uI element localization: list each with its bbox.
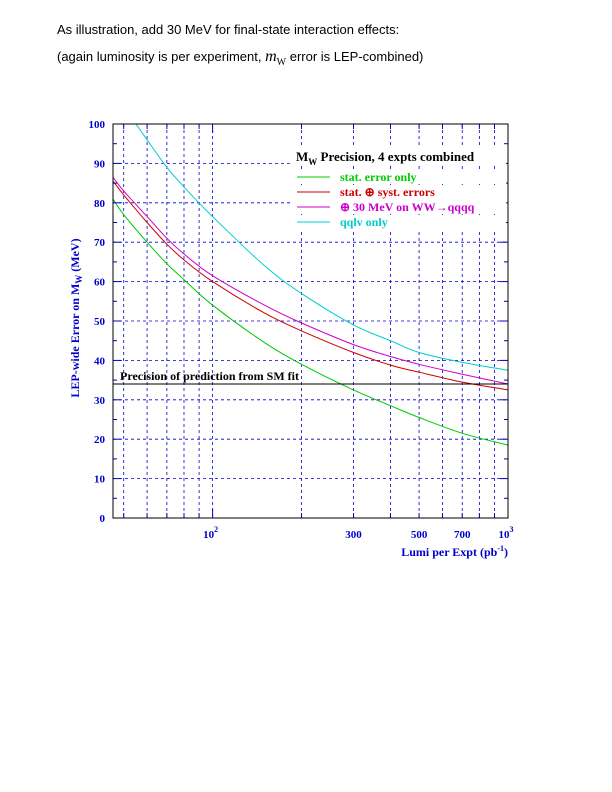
legend-label-1: stat. ⊕ syst. errors: [340, 185, 435, 199]
legend-bg-2: [292, 200, 506, 214]
y-tick-label: 50: [94, 316, 106, 328]
y-tick-label: 30: [94, 395, 106, 407]
legend-label-2: ⊕ 30 MeV on WW→qqqq: [340, 200, 475, 214]
caption-line-2-before: (again luminosity is per experiment,: [57, 49, 266, 64]
y-tick-label: 20: [94, 434, 106, 446]
legend-bg-0: [292, 170, 506, 184]
caption-line-2-after: error is LEP-combined): [286, 49, 424, 64]
y-tick-labels: 0 10 20 30 40 50 60 70 80 90 100: [89, 119, 106, 525]
series-line-2: [113, 176, 508, 385]
y-axis-label: LEP-wide Error on MW (MeV): [68, 238, 84, 397]
caption-line-1: As illustration, add 30 MeV for final-st…: [57, 22, 400, 37]
y-tick-label: 0: [100, 513, 106, 525]
y-tick-label: 100: [89, 119, 106, 131]
y-tick-label: 70: [94, 237, 106, 249]
legend-label-3: qqlv only: [340, 215, 388, 229]
legend-bg-1: [292, 185, 506, 199]
sm-prediction-label: Precision of prediction from SM fit: [120, 369, 299, 383]
x-tick-label: 300: [345, 529, 362, 541]
legend: MW Precision, 4 expts combined stat. err…: [292, 146, 506, 229]
plot-frame: [112, 123, 509, 519]
caption-line-2: (again luminosity is per experiment, mW …: [57, 48, 423, 68]
series-line-1: [113, 180, 508, 391]
legend-title-bg: [292, 146, 506, 166]
y-tick-label: 90: [94, 158, 106, 170]
x-axis-label: Lumi per Expt (pb-1): [401, 544, 508, 559]
series-line-0: [113, 198, 508, 446]
series-layer: [113, 124, 508, 446]
y-tick-label: 40: [94, 355, 106, 367]
series-line-3: [135, 124, 508, 371]
tick-marks: [113, 123, 508, 519]
x-tick-label: 102: [203, 525, 218, 541]
y-tick-label: 60: [94, 277, 106, 289]
legend-label-0: stat. error only: [340, 170, 417, 184]
y-tick-label: 80: [94, 198, 106, 210]
y-tick-label: 10: [94, 474, 106, 486]
legend-bg-3: [292, 215, 506, 229]
x-tick-label: 700: [454, 529, 471, 541]
x-tick-labels: 102 300 500 700 103: [203, 525, 513, 541]
mw-symbol: mW: [265, 48, 287, 69]
legend-title: MW Precision, 4 expts combined: [296, 149, 475, 167]
x-tick-label: 103: [499, 525, 514, 541]
x-tick-label: 500: [411, 529, 428, 541]
